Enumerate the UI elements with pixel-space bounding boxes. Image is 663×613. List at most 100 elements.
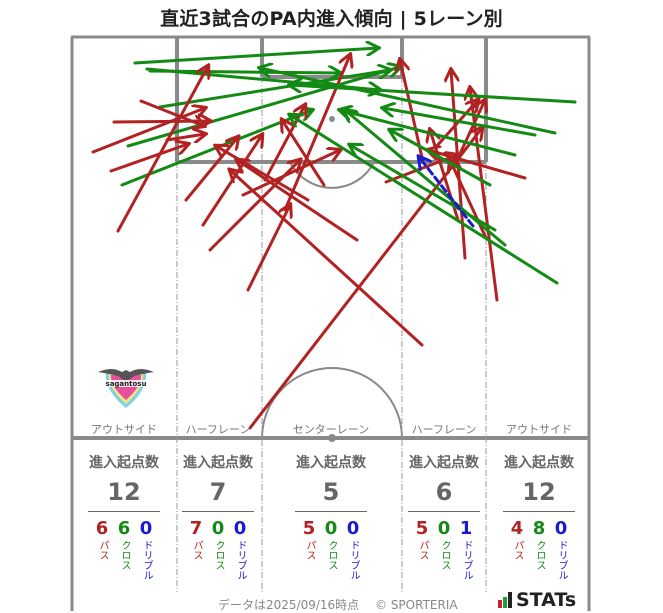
cross-arrow — [290, 85, 577, 104]
dribble-stat: 0 ドリブル — [138, 518, 154, 580]
lane-label: ハーフレーン — [185, 423, 251, 436]
team-crest-icon: sagantosu — [98, 369, 154, 408]
pass-arrow — [282, 120, 326, 187]
dribble-label: ドリブル — [461, 540, 472, 580]
cross-arrow — [350, 145, 497, 232]
lane-label: ハーフレーン — [411, 423, 477, 436]
dribble-count: 0 — [233, 518, 247, 539]
pass-stat: 5 パス — [301, 518, 317, 580]
pass-stat: 5 パス — [414, 518, 430, 580]
cross-arrow — [390, 130, 492, 187]
dribble-count: 0 — [139, 518, 153, 539]
cross-stat: 0 クロス — [436, 518, 452, 580]
pass-arrow — [237, 160, 359, 242]
bar-chart-icon — [498, 592, 512, 608]
data-date-note: データは2025/09/16時点 — [218, 598, 360, 612]
pass-arrow — [241, 150, 340, 197]
pass-arrow — [116, 66, 208, 233]
divider — [408, 511, 480, 512]
pass-count: 5 — [415, 518, 429, 539]
lane-stat-column: 進入起点数 7 7 パス 0 クロス 0 ドリブル — [168, 452, 268, 580]
cross-arrow — [126, 67, 400, 148]
stat-total: 5 — [322, 478, 340, 506]
dribble-count: 0 — [554, 518, 568, 539]
cross-count: 0 — [211, 518, 225, 539]
pass-arrow — [230, 170, 424, 347]
cross-stat: 6 クロス — [116, 518, 132, 580]
stat-breakdown: 5 パス 0 クロス 0 ドリブル — [281, 518, 381, 580]
brand-name: STATs — [516, 589, 577, 611]
dribble-stat: 1 ドリブル — [458, 518, 474, 580]
svg-text:sagantosu: sagantosu — [106, 380, 147, 388]
pass-count: 7 — [189, 518, 203, 539]
cross-label: クロス — [213, 540, 224, 570]
divider — [295, 511, 367, 512]
cross-stat: 8 クロス — [531, 518, 547, 580]
cross-count: 6 — [117, 518, 131, 539]
cross-arrow — [148, 71, 340, 73]
cross-arrow — [158, 70, 390, 109]
dribble-arrow — [419, 157, 475, 228]
lane-dividers — [176, 77, 487, 592]
pass-label: パス — [304, 540, 315, 560]
lane-stat-column: 進入起点数 12 6 パス 6 クロス 0 ドリブル — [74, 452, 174, 580]
cross-arrow — [345, 110, 507, 247]
entry-arrows — [91, 48, 577, 430]
pass-label: パス — [191, 540, 202, 560]
pass-count: 6 — [95, 518, 109, 539]
cross-count: 8 — [532, 518, 546, 539]
stat-header: 進入起点数 — [89, 455, 159, 471]
cross-arrow — [133, 48, 378, 65]
chart-title: 直近3試合のPA内進入傾向 | 5レーン別 — [160, 8, 503, 30]
stat-total: 6 — [435, 478, 453, 506]
copyright: © SPORTERIA — [375, 598, 458, 612]
dribble-stat: 0 ドリブル — [553, 518, 569, 580]
cross-label: クロス — [534, 540, 545, 570]
pass-count: 4 — [510, 518, 524, 539]
cross-label: クロス — [326, 540, 337, 570]
pass-stat: 7 パス — [188, 518, 204, 580]
dribble-label: ドリブル — [348, 540, 359, 580]
cross-count: 0 — [324, 518, 338, 539]
stat-total: 12 — [107, 478, 141, 506]
pass-label: パス — [97, 540, 108, 560]
pass-arrow — [109, 144, 188, 173]
lane-label: センターレーン — [292, 423, 370, 436]
cross-stat: 0 クロス — [323, 518, 339, 580]
stat-total: 7 — [209, 478, 227, 506]
dribble-label: ドリブル — [141, 540, 152, 580]
divider — [503, 511, 575, 512]
pass-label: パス — [417, 540, 428, 560]
stat-breakdown: 6 パス 6 クロス 0 ドリブル — [74, 518, 174, 580]
dribble-label: ドリブル — [556, 540, 567, 580]
pass-label: パス — [512, 540, 523, 560]
dribble-label: ドリブル — [235, 540, 246, 580]
cross-arrow — [260, 68, 557, 135]
stat-breakdown: 7 パス 0 クロス 0 ドリブル — [168, 518, 268, 580]
stat-header: 進入起点数 — [183, 455, 253, 471]
cross-arrow — [290, 115, 559, 285]
cross-label: クロス — [119, 540, 130, 570]
divider — [182, 511, 254, 512]
lane-stat-column: 進入起点数 5 5 パス 0 クロス 0 ドリブル — [281, 452, 381, 580]
stat-breakdown: 4 パス 8 クロス 0 ドリブル — [489, 518, 589, 580]
cross-stat: 0 クロス — [210, 518, 226, 580]
pass-arrow — [91, 108, 205, 154]
divider — [88, 511, 160, 512]
stat-header: 進入起点数 — [409, 455, 479, 471]
pass-stat: 6 パス — [94, 518, 110, 580]
stat-header: 進入起点数 — [296, 455, 366, 471]
stat-total: 12 — [522, 478, 556, 506]
pass-arrow — [112, 121, 210, 122]
cross-arrow — [340, 110, 517, 157]
dribble-stat: 0 ドリブル — [345, 518, 361, 580]
cross-arrow — [383, 108, 537, 137]
pass-arrow — [184, 137, 238, 202]
pass-arrow — [248, 128, 482, 430]
lane-label: アウトサイド — [506, 423, 572, 436]
pass-count: 5 — [302, 518, 316, 539]
pass-arrow — [165, 134, 205, 140]
lane-stat-column: 進入起点数 6 5 パス 0 クロス 1 ドリブル — [394, 452, 494, 580]
stats-brand-logo: STATs — [498, 589, 576, 611]
